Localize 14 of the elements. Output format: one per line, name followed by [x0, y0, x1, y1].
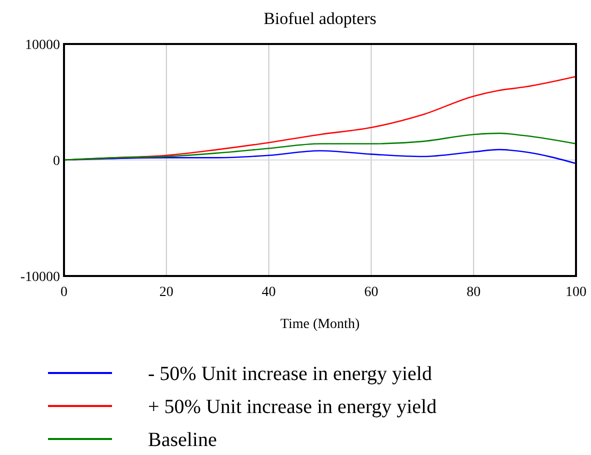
- y-tick-label: -10000: [20, 270, 60, 285]
- y-tick-label: 10000: [25, 38, 60, 53]
- x-tick-label: 100: [566, 285, 586, 300]
- x-tick-label: 20: [159, 285, 174, 300]
- x-tick-label: 40: [262, 285, 276, 300]
- x-tick-label: 60: [364, 285, 378, 300]
- y-tick-label: 0: [53, 154, 60, 169]
- chart-title: Biofuel adopters: [264, 9, 376, 28]
- line-series: [63, 132, 577, 161]
- x-axis-title: Time (Month): [280, 317, 360, 332]
- legend-label: Baseline: [148, 429, 217, 451]
- x-tick-label: 80: [466, 285, 481, 300]
- legend-label: - 50% Unit increase in energy yield: [148, 363, 432, 385]
- legend-label: + 50% Unit increase in energy yield: [148, 396, 437, 418]
